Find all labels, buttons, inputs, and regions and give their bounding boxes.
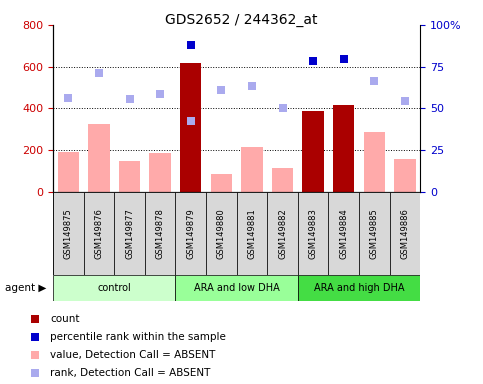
Text: GSM149881: GSM149881: [247, 208, 256, 259]
FancyBboxPatch shape: [298, 192, 328, 275]
FancyBboxPatch shape: [53, 275, 175, 301]
Bar: [333, 105, 355, 192]
Text: GSM149876: GSM149876: [95, 208, 103, 259]
Point: [156, 91, 164, 97]
Point: [31, 316, 39, 322]
Point: [187, 118, 195, 124]
Point: [95, 70, 103, 76]
Text: rank, Detection Call = ABSENT: rank, Detection Call = ABSENT: [50, 368, 211, 379]
Bar: [302, 111, 324, 192]
FancyBboxPatch shape: [206, 192, 237, 275]
Point: [340, 56, 348, 63]
Point: [31, 352, 39, 358]
Bar: [88, 124, 110, 192]
Text: GSM149883: GSM149883: [309, 208, 318, 259]
Text: control: control: [98, 283, 131, 293]
Bar: [394, 159, 415, 192]
FancyBboxPatch shape: [175, 192, 206, 275]
Bar: [272, 168, 293, 192]
Point: [65, 95, 72, 101]
Point: [279, 106, 286, 112]
Text: ARA and high DHA: ARA and high DHA: [314, 283, 404, 293]
Text: GSM149879: GSM149879: [186, 208, 195, 259]
Bar: [150, 153, 171, 192]
Point: [126, 96, 133, 102]
Text: GSM149875: GSM149875: [64, 208, 73, 259]
FancyBboxPatch shape: [175, 275, 298, 301]
Text: GSM149878: GSM149878: [156, 208, 165, 259]
Text: GSM149885: GSM149885: [370, 208, 379, 259]
FancyBboxPatch shape: [328, 192, 359, 275]
Point: [248, 83, 256, 89]
FancyBboxPatch shape: [145, 192, 175, 275]
Text: value, Detection Call = ABSENT: value, Detection Call = ABSENT: [50, 350, 215, 360]
FancyBboxPatch shape: [114, 192, 145, 275]
Bar: [364, 132, 385, 192]
Text: percentile rank within the sample: percentile rank within the sample: [50, 332, 226, 342]
FancyBboxPatch shape: [359, 192, 390, 275]
Text: GSM149880: GSM149880: [217, 208, 226, 259]
Point: [309, 58, 317, 65]
Text: agent ▶: agent ▶: [5, 283, 46, 293]
FancyBboxPatch shape: [298, 275, 420, 301]
Text: GSM149877: GSM149877: [125, 208, 134, 259]
Bar: [211, 174, 232, 192]
Text: GSM149884: GSM149884: [339, 208, 348, 259]
Text: GSM149886: GSM149886: [400, 208, 410, 259]
FancyBboxPatch shape: [84, 192, 114, 275]
Point: [370, 78, 378, 84]
Text: GSM149882: GSM149882: [278, 208, 287, 259]
Bar: [119, 161, 141, 192]
Point: [31, 334, 39, 340]
Point: [401, 98, 409, 104]
Text: GDS2652 / 244362_at: GDS2652 / 244362_at: [165, 13, 318, 27]
Point: [187, 42, 195, 48]
Point: [217, 87, 225, 93]
Text: count: count: [50, 314, 80, 324]
Bar: [180, 63, 201, 192]
FancyBboxPatch shape: [267, 192, 298, 275]
Text: ARA and low DHA: ARA and low DHA: [194, 283, 280, 293]
FancyBboxPatch shape: [237, 192, 267, 275]
FancyBboxPatch shape: [53, 192, 84, 275]
FancyBboxPatch shape: [390, 192, 420, 275]
Bar: [58, 152, 79, 192]
Bar: [242, 147, 263, 192]
Point: [31, 370, 39, 376]
